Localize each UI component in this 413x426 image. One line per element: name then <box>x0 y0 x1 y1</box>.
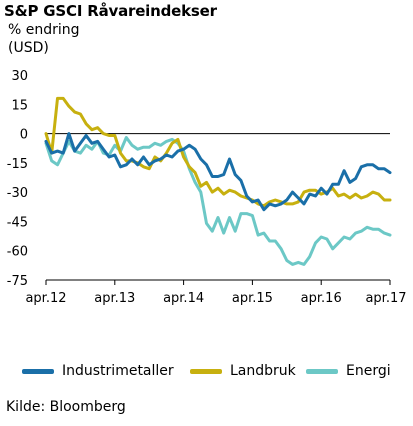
x-tick-label: apr.13 <box>94 291 135 306</box>
x-tick-label: apr.14 <box>163 291 204 306</box>
y-unit-label-line1: % endring <box>8 22 80 38</box>
y-tick-label: -15 <box>7 157 28 172</box>
y-tick-label: 30 <box>11 69 28 84</box>
x-tick-label: apr.16 <box>301 291 342 306</box>
series-line-landbruk <box>44 96 392 208</box>
series-line-energi <box>44 136 392 266</box>
legend-item-energi: Energi <box>306 360 391 382</box>
legend-swatch-energi <box>306 368 338 374</box>
chart-title: S&P GSCI Råvareindekser <box>4 2 217 20</box>
legend-swatch-industrimetaller <box>22 368 54 374</box>
legend-label-energi: Energi <box>346 363 391 379</box>
y-tick-label: 15 <box>11 98 28 113</box>
legend-item-industrimetaller: Industrimetaller <box>22 360 174 382</box>
y-unit-label-line2: (USD) <box>8 40 49 56</box>
axis-lines <box>46 133 390 281</box>
series-line-industrimetaller <box>44 132 392 212</box>
legend-item-landbruk: Landbruk <box>190 360 296 382</box>
y-tick-label: -75 <box>7 274 28 289</box>
y-tick-label: -60 <box>7 245 28 260</box>
x-axis: apr.12 apr.13 apr.14 apr.15 apr.16 apr.17 <box>25 280 407 306</box>
series-layer <box>44 96 392 266</box>
x-tick-label: apr.15 <box>232 291 273 306</box>
legend-label-industrimetaller: Industrimetaller <box>62 363 174 379</box>
y-axis: 30 15 0 -15 -30 -45 -60 -75 <box>7 69 28 289</box>
legend-swatch-landbruk <box>190 368 222 374</box>
y-tick-label: -45 <box>7 215 28 230</box>
legend-label-landbruk: Landbruk <box>230 363 296 379</box>
x-tick-label: apr.12 <box>25 291 66 306</box>
chart-legend: Industrimetaller Landbruk Energi <box>0 360 413 382</box>
y-tick-label: 0 <box>20 128 28 143</box>
source-note: Kilde: Bloomberg <box>6 399 126 415</box>
y-tick-label: -30 <box>7 186 28 201</box>
x-tick-label: apr.17 <box>365 291 406 306</box>
